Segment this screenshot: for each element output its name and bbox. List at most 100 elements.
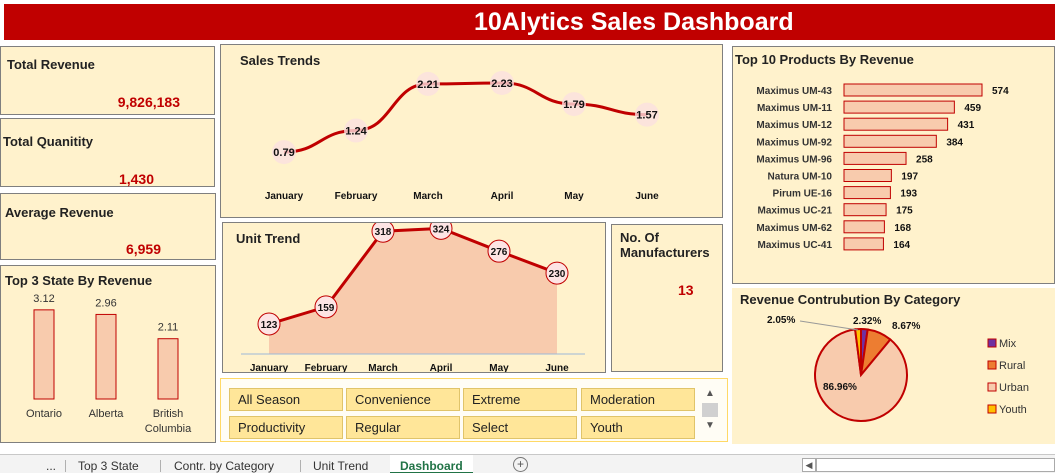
unit-trend-chart-panel[interactable]: Unit Trend 123 January 159 February 318 March… (222, 222, 606, 373)
unit-point (545, 261, 569, 285)
product-value-label: 175 (896, 206, 913, 217)
slicer-item[interactable]: Extreme (463, 388, 577, 411)
total-quantity-card[interactable]: Total Quanitity 1,430 (0, 118, 215, 187)
top-states-chart-panel[interactable]: Top 3 State By Revenue 3.12 Ontario 2.96 Al… (0, 265, 216, 443)
state-category-label: British (153, 408, 184, 420)
sales-point-label: 1.79 (563, 99, 584, 111)
product-label: Maximus UM-43 (756, 86, 832, 97)
tab-top-3-state[interactable]: Top 3 State (78, 459, 139, 473)
product-bar (843, 151, 907, 165)
unit-month-label: March (368, 363, 397, 372)
unit-point-label: 324 (433, 224, 450, 235)
product-bar (843, 169, 892, 182)
dashboard-title: 10Alytics Sales Dashboard (4, 4, 1055, 40)
product-bar (843, 134, 937, 148)
sales-point-label: 2.23 (491, 78, 512, 90)
sales-point (635, 102, 659, 127)
tab-unit-trend[interactable]: Unit Trend (313, 459, 369, 473)
product-value-label: 459 (964, 103, 981, 114)
top-products-title: Top 10 Products By Revenue (735, 52, 914, 67)
tab-divider (300, 460, 301, 472)
unit-point (314, 295, 338, 319)
legend-label: Rural (999, 360, 1025, 372)
product-value-label: 384 (946, 137, 963, 148)
slicer-item[interactable]: Regular (346, 416, 460, 439)
slicer-item[interactable]: Youth (581, 416, 695, 439)
category-pie-chart-panel[interactable]: Revenue Contrubution By Category 2.32% 8.… (732, 288, 1055, 444)
slicer-item[interactable]: Select (463, 416, 577, 439)
plus-circle-icon[interactable]: + (513, 457, 528, 472)
product-bar (843, 220, 885, 234)
scroll-thumb[interactable] (702, 403, 718, 417)
legend-swatch (987, 360, 997, 370)
state-bar (157, 338, 179, 400)
average-revenue-value: 6,959 (125, 241, 161, 257)
sales-point (272, 140, 296, 165)
legend-label: Youth (999, 404, 1027, 416)
top-products-chart: Maximus UM-43 574 Maximus UM-11 459 Maximus … (756, 83, 1009, 251)
pie-slice (814, 328, 908, 422)
total-revenue-value: 9,826,183 (117, 94, 180, 110)
product-label: Maximus UC-21 (758, 206, 833, 217)
unit-point-label: 159 (318, 303, 335, 314)
sales-month-label: June (635, 191, 659, 202)
product-value-label: 258 (916, 154, 933, 165)
top-products-chart-panel[interactable]: Top 10 Products By Revenue Maximus UM-43… (732, 46, 1055, 284)
product-value-label: 431 (958, 120, 975, 131)
unit-point (257, 312, 281, 336)
tab-contr-by-category[interactable]: Contr. by Category (174, 459, 275, 473)
state-bar-label: 2.11 (158, 322, 179, 334)
sales-point-label: 2.21 (417, 79, 438, 91)
product-label: Maximus UM-96 (756, 154, 832, 165)
slicer-item[interactable]: Moderation (581, 388, 695, 411)
sheet-tab-bar: ... Top 3 State Contr. by Category Unit … (0, 454, 1055, 473)
total-revenue-card[interactable]: Total Revenue 9,826,183 (0, 46, 215, 115)
sales-trends-chart-panel[interactable]: Sales Trends 0.79 January 1.24 February 2.21… (220, 44, 723, 218)
horizontal-scrollbar[interactable] (816, 458, 1055, 472)
sales-trends-title: Sales Trends (240, 53, 321, 68)
caret-up-icon[interactable]: ▲ (705, 388, 715, 399)
total-quantity-label: Total Quanitity (3, 134, 94, 149)
product-label: Maximus UM-12 (756, 120, 832, 131)
legend-swatch (987, 338, 997, 348)
tab-divider (65, 460, 66, 472)
sales-month-label: February (335, 191, 378, 202)
slicer-item[interactable]: All Season (229, 388, 343, 411)
tab-dashboard[interactable]: Dashboard (390, 455, 473, 473)
sales-month-label: April (491, 191, 514, 202)
unit-point-label: 276 (491, 247, 508, 258)
average-revenue-card[interactable]: Average Revenue 6,959 (0, 193, 216, 260)
product-label: Maximus UC-41 (758, 240, 833, 251)
product-bar (843, 100, 955, 114)
category-pie-chart: 2.32% 8.67% 86.96% 2.05% Mix Rural Urban Youth (767, 315, 1029, 422)
sales-point (490, 70, 514, 95)
sales-month-label: January (265, 191, 304, 202)
unit-trend-area (269, 228, 557, 354)
tab-scroll-ellipsis[interactable]: ... (46, 459, 57, 473)
state-bar (95, 313, 117, 400)
product-bar (843, 237, 884, 251)
legend-label: Urban (999, 382, 1029, 394)
manufacturers-card[interactable]: No. Of Manufacturers 13 (611, 224, 723, 372)
slicer-scrollbar[interactable]: ▲ ▼ (700, 385, 720, 437)
sales-trends-chart: 0.79 January 1.24 February 2.21 March 2.23 Apri… (265, 70, 659, 202)
pie-leader-line (799, 320, 859, 331)
unit-month-label: June (545, 363, 569, 372)
slicer-item[interactable]: Convenience (346, 388, 460, 411)
total-quantity-value: 1,430 (118, 171, 154, 187)
sales-point-label: 0.79 (273, 147, 294, 159)
manufacturers-value: 13 (678, 282, 694, 298)
state-bar-label: 3.12 (33, 293, 54, 305)
sales-point-label: 1.57 (636, 110, 657, 122)
product-bar (843, 83, 983, 97)
state-category-label: Columbia (145, 423, 192, 435)
scroll-left-icon[interactable]: ◀ (802, 458, 816, 472)
slicer-item[interactable]: Productivity (229, 416, 343, 439)
unit-point-label: 123 (261, 320, 278, 331)
top-states-chart: 3.12 Ontario 2.96 Alberta 2.11 British Columbi… (26, 293, 192, 435)
unit-month-label: January (250, 363, 289, 372)
unit-month-label: February (305, 363, 348, 372)
caret-down-icon[interactable]: ▼ (705, 420, 715, 431)
legend-swatch (987, 382, 997, 392)
